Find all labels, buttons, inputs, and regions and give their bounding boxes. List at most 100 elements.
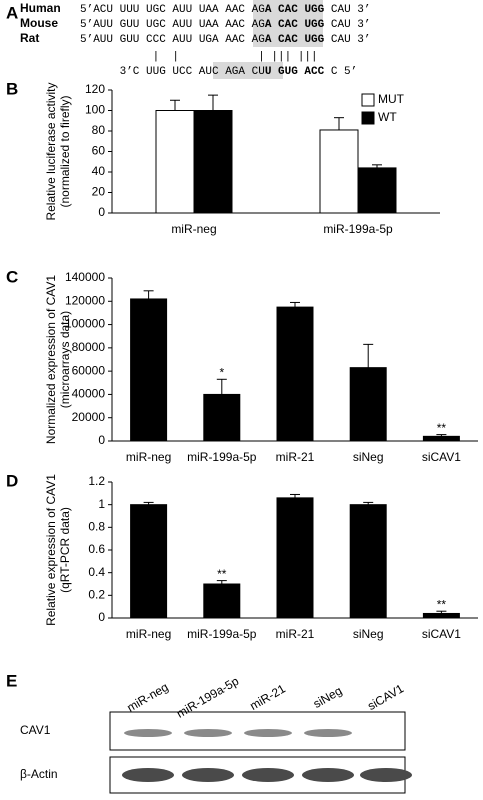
y-tick-label: 0.4 (88, 565, 105, 579)
seq-motif: A CAC UGG (265, 34, 325, 46)
seq-part: 5’ACU UUU UGC AUU UAA AAC AG (80, 4, 265, 16)
actin-band (182, 768, 234, 782)
cav1-band (184, 729, 232, 737)
significance: ** (217, 567, 227, 581)
significance: * (219, 365, 224, 379)
y-axis-title: Relative luciferase activity (44, 82, 58, 220)
bar (155, 110, 195, 214)
legend-label: MUT (378, 92, 405, 106)
y-axis-title: Normalized expression of CAV1 (44, 275, 58, 445)
significance: ** (437, 597, 447, 611)
sequence: 5’ACU UUU UGC AUU UAA AAC AGA CAC UGG CA… (80, 4, 370, 16)
actin-band (242, 768, 294, 782)
motif-highlight (253, 0, 323, 47)
sequence: 5’AUU GUU UGC AUU UAA AAC AGA CAC UGG CA… (80, 19, 370, 31)
x-tick-label: siNeg (353, 450, 384, 464)
y-tick-label: 0.2 (88, 588, 105, 602)
x-tick-label: miR-21 (276, 627, 315, 641)
actin-band (122, 768, 174, 782)
legend-swatch (361, 93, 375, 107)
x-tick-label: miR-21 (276, 450, 315, 464)
y-tick-label: 80000 (72, 340, 106, 354)
y-axis-title: Relative expression of CAV1 (44, 474, 58, 626)
species: Rat (20, 31, 39, 45)
legend-label: WT (378, 110, 397, 124)
y-tick-label: 0.6 (88, 542, 105, 556)
lane-label: siNeg (311, 684, 345, 711)
x-tick-label: miR-199a-5p (187, 627, 257, 641)
bar (319, 129, 359, 214)
bar (193, 110, 233, 214)
x-tick-label: miR-199a-5p (323, 222, 393, 236)
y-tick-label: 100 (85, 103, 105, 117)
lane-label: siCAV1 (365, 681, 406, 713)
x-tick-label: siCAV1 (422, 450, 461, 464)
seq-motif: A CAC UGG (265, 19, 325, 31)
cav1-band (304, 729, 352, 737)
legend-swatch (361, 111, 375, 125)
y-tick-label: 120 (85, 82, 105, 96)
y-tick-label: 0 (98, 610, 105, 624)
x-tick-label: miR-neg (171, 222, 216, 236)
actin-band (360, 768, 412, 782)
species: Mouse (20, 16, 58, 30)
bar (130, 298, 168, 442)
y-tick-label: 1 (98, 497, 105, 511)
y-axis-title: (normalized to firefly) (58, 95, 72, 207)
seq-part: CAU 3’ (324, 4, 370, 16)
panel-label: E (6, 671, 17, 690)
y-tick-label: 20 (92, 185, 106, 199)
motif-highlight (213, 62, 283, 79)
bar (130, 504, 168, 619)
sequence: 5’AUU GUU CCC AUU UGA AAC AGA CAC UGG CA… (80, 34, 370, 46)
y-tick-label: 0 (98, 205, 105, 219)
bar (203, 583, 241, 619)
y-tick-label: 120000 (65, 293, 105, 307)
seq-part: 5’AUU GUU CCC AUU UGA AAC AG (80, 34, 265, 46)
y-tick-label: 100000 (65, 317, 105, 331)
cav1-band (244, 729, 292, 737)
panel-label: A (6, 3, 18, 22)
seq-part: C 5’ (324, 66, 357, 78)
seq-motif: U GUG ACC (265, 66, 325, 78)
x-tick-label: siCAV1 (422, 627, 461, 641)
lane-label: miR-21 (247, 681, 288, 713)
bar (276, 306, 314, 442)
bar (349, 504, 387, 619)
cav1-band (124, 729, 172, 737)
bar (422, 435, 460, 442)
panel-label: B (6, 79, 18, 98)
seq-part: 5’AUU GUU UGC AUU UAA AAC AG (80, 19, 265, 31)
row-label: β-Actin (20, 767, 58, 781)
x-tick-label: siNeg (353, 627, 384, 641)
row-label: CAV1 (20, 723, 51, 737)
panel-label: C (6, 267, 18, 286)
y-axis-title: (microarrays data) (58, 311, 72, 408)
actin-band (302, 768, 354, 782)
y-tick-label: 20000 (72, 410, 106, 424)
bar (203, 393, 241, 442)
bar (276, 497, 314, 619)
seq-motif: A CAC UGG (265, 4, 325, 16)
seq-part: 3’C UUG UCC AUC AGA CU (120, 66, 265, 78)
lane-label: miR-neg (124, 680, 170, 715)
bar (422, 612, 460, 619)
bar (349, 367, 387, 442)
x-tick-label: miR-199a-5p (187, 450, 257, 464)
y-tick-label: 1.2 (88, 474, 105, 488)
x-tick-label: miR-neg (126, 627, 171, 641)
x-tick-label: miR-neg (126, 450, 171, 464)
mirna: 3’C UUG UCC AUC AGA CUU GUG ACC C 5’ (120, 66, 358, 78)
y-tick-label: 60 (92, 144, 106, 158)
seq-part: CAU 3’ (324, 34, 370, 46)
species: Human (20, 1, 61, 15)
y-tick-label: 0.8 (88, 520, 105, 534)
y-tick-label: 140000 (65, 270, 105, 284)
significance: ** (437, 421, 447, 435)
y-tick-label: 40000 (72, 387, 106, 401)
y-tick-label: 80 (92, 123, 106, 137)
y-tick-label: 60000 (72, 363, 106, 377)
y-tick-label: 0 (98, 433, 105, 447)
panel-label: D (6, 471, 18, 490)
